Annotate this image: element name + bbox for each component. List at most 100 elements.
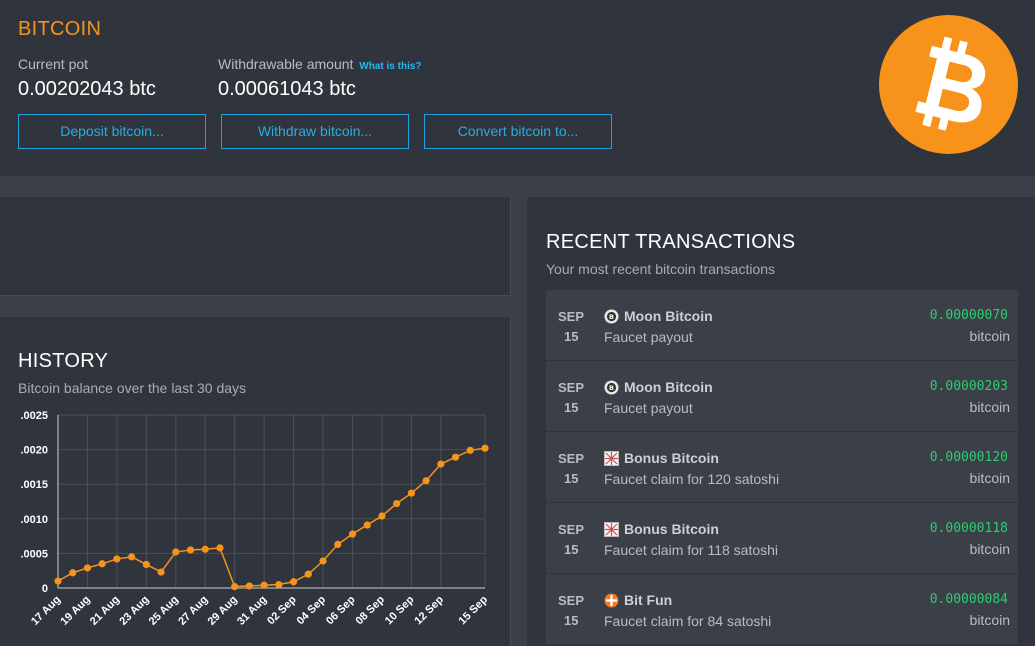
y-tick-label: 0 (42, 583, 48, 595)
data-point (378, 512, 386, 520)
data-point (481, 444, 489, 452)
x-tick-label: 15 Sep (457, 593, 491, 627)
data-point (319, 557, 327, 565)
tx-amount: 0.00000118 (929, 521, 1008, 536)
data-point (186, 546, 195, 554)
data-point (113, 555, 121, 563)
data-point (142, 560, 150, 569)
tx-description: Faucet payout (604, 329, 693, 345)
tx-day: 15 (564, 329, 579, 344)
tx-description: Faucet payout (604, 400, 693, 416)
tx-source-name: Bonus Bitcoin (624, 450, 719, 466)
history-subtitle: Bitcoin balance over the last 30 days (18, 380, 247, 396)
data-point (98, 560, 106, 568)
tx-description: Faucet claim for 120 satoshi (604, 471, 780, 487)
y-tick-label: .0005 (20, 548, 48, 560)
x-tick-label: 21 Aug (88, 594, 122, 628)
tx-unit: bitcoin (969, 541, 1010, 557)
x-tick-label: 08 Sep (353, 593, 387, 627)
y-tick-label: .0010 (20, 514, 48, 526)
transactions-title: RECENT TRANSACTIONS (546, 231, 796, 253)
data-point (54, 577, 62, 585)
transaction-row[interactable]: SEP 15 B Moon Bitcoin Faucet payout 0.00… (546, 361, 1018, 432)
tx-description: Faucet claim for 84 satoshi (604, 613, 772, 629)
bonus-bitcoin-icon (604, 522, 619, 537)
data-point (216, 544, 224, 552)
y-tick-label: .0015 (20, 479, 48, 491)
empty-panel (0, 197, 511, 296)
x-tick-label: 06 Sep (324, 593, 358, 627)
data-point (260, 581, 268, 589)
x-tick-label: 25 Aug (147, 594, 181, 628)
x-tick-label: 04 Sep (295, 593, 329, 627)
x-tick-label: 10 Sep (383, 593, 417, 627)
withdrawable-label: Withdrawable amount (218, 56, 354, 72)
tx-month: SEP (558, 522, 585, 537)
data-point (348, 530, 357, 538)
tx-day: 15 (564, 613, 579, 628)
tx-source-name: Moon Bitcoin (624, 379, 713, 395)
y-tick-label: .0025 (20, 410, 48, 422)
current-pot-label: Current pot (18, 56, 89, 72)
bit-fun-icon (604, 593, 619, 608)
x-tick-label: 31 Aug (235, 594, 269, 628)
withdraw-bitcoin-button[interactable]: Withdraw bitcoin... (221, 114, 409, 149)
moon-bitcoin-icon: B (604, 380, 619, 395)
data-point (128, 553, 136, 561)
bonus-bitcoin-icon (604, 451, 619, 466)
tx-unit: bitcoin (969, 399, 1010, 415)
x-tick-label: 19 Aug (58, 594, 92, 628)
transaction-row[interactable]: SEP 15 Bonus Bitcoin Faucet claim for 12… (546, 432, 1018, 503)
tx-day: 15 (564, 471, 579, 486)
data-point (157, 568, 165, 576)
tx-day: 15 (564, 542, 579, 557)
balance-series-line (57, 447, 486, 588)
tx-amount: 0.00000070 (929, 308, 1008, 323)
tx-month: SEP (558, 593, 585, 608)
withdrawable-label-row: Withdrawable amount What is this? (218, 56, 422, 72)
x-tick-label: 02 Sep (265, 593, 299, 627)
tx-unit: bitcoin (969, 328, 1010, 344)
tx-source-name: Bit Fun (624, 592, 673, 608)
data-point (437, 460, 445, 468)
what-is-this-link[interactable]: What is this? (359, 61, 422, 72)
tx-unit: bitcoin (969, 470, 1010, 486)
transaction-row[interactable]: SEP 15 Bit Fun Faucet claim for 84 satos… (546, 574, 1018, 645)
data-point (83, 564, 92, 572)
data-point (245, 582, 254, 590)
data-point (304, 570, 312, 578)
section-divider (0, 176, 1035, 196)
tx-month: SEP (558, 380, 585, 395)
tx-source-name: Bonus Bitcoin (624, 521, 719, 537)
tx-amount: 0.00000203 (929, 379, 1008, 394)
svg-text:B: B (609, 313, 614, 321)
moon-bitcoin-icon: B (604, 309, 619, 324)
data-point (69, 569, 77, 577)
tx-month: SEP (558, 451, 585, 466)
tx-amount: 0.00000120 (929, 450, 1008, 465)
deposit-bitcoin-button[interactable]: Deposit bitcoin... (18, 114, 206, 149)
data-point (334, 540, 342, 549)
data-point (289, 578, 298, 586)
withdrawable-value: 0.00061043 btc (218, 78, 356, 100)
data-point (451, 453, 460, 461)
convert-bitcoin-button[interactable]: Convert bitcoin to... (424, 114, 612, 149)
bitcoin-logo-icon (879, 15, 1018, 154)
data-point (393, 499, 401, 508)
transaction-row[interactable]: SEP 15 B Moon Bitcoin Faucet payout 0.00… (546, 290, 1018, 361)
x-tick-label: 29 Aug (206, 594, 240, 628)
current-pot-value: 0.00202043 btc (18, 78, 156, 100)
tx-day: 15 (564, 400, 579, 415)
transactions-subtitle: Your most recent bitcoin transactions (546, 261, 776, 277)
tx-description: Faucet claim for 118 satoshi (604, 542, 779, 558)
data-point (172, 548, 180, 556)
transactions-list: SEP 15 B Moon Bitcoin Faucet payout 0.00… (546, 290, 1018, 646)
tx-source-name: Moon Bitcoin (624, 308, 713, 324)
data-point (407, 489, 415, 497)
x-tick-label: 23 Aug (117, 594, 151, 628)
data-point (201, 545, 209, 553)
tx-month: SEP (558, 309, 585, 324)
data-point (275, 580, 283, 589)
page-title: BITCOIN (18, 18, 102, 40)
transaction-row[interactable]: SEP 15 Bonus Bitcoin Faucet claim for 11… (546, 503, 1018, 574)
